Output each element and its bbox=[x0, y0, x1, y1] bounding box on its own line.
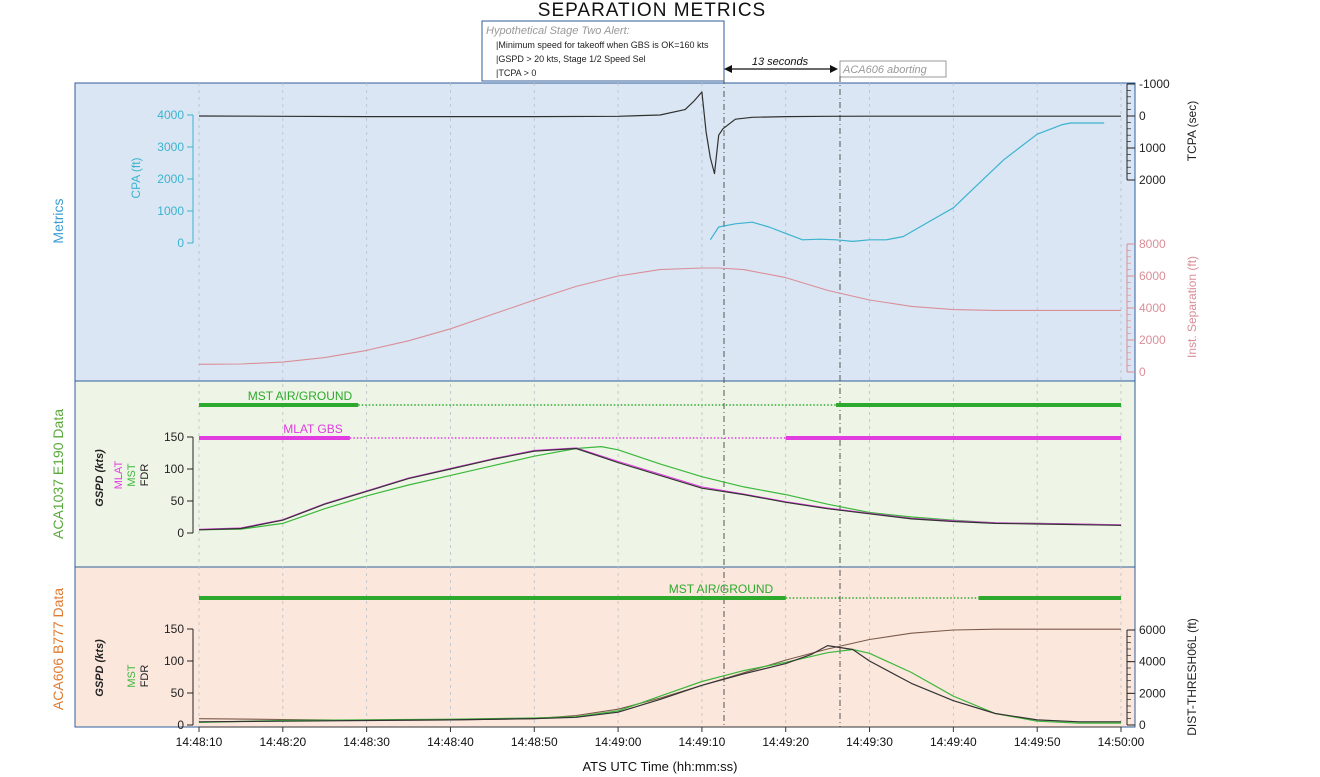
axis-tick-label: -1000 bbox=[1139, 77, 1170, 91]
aca606-mst-legend: MST bbox=[126, 664, 138, 688]
axis-tick-label: 0 bbox=[177, 236, 184, 250]
aca1037-gspd-label: GSPD (kts) bbox=[94, 449, 106, 507]
axis-tick-label: 6000 bbox=[1139, 623, 1166, 637]
time-tick-label: 14:48:20 bbox=[259, 735, 306, 749]
axis-tick-label: 2000 bbox=[1139, 686, 1166, 700]
alert-title: Hypothetical Stage Two Alert: bbox=[486, 25, 630, 37]
time-tick-label: 14:48:10 bbox=[176, 735, 223, 749]
aca606-panel bbox=[74, 566, 1136, 728]
time-tick-label: 14:49:40 bbox=[930, 735, 977, 749]
aca1037-panel-label: ACA1037 E190 Data bbox=[50, 409, 66, 539]
time-tick-label: 14:50:00 bbox=[1098, 735, 1145, 749]
aca606-gspd-axis: 0 50 100 150 bbox=[164, 622, 194, 732]
axis-tick-label: 1000 bbox=[157, 204, 184, 218]
axis-tick-label: 8000 bbox=[1139, 237, 1166, 251]
aca606-fdr-legend: FDR bbox=[139, 665, 151, 688]
metrics-panel-label: Metrics bbox=[50, 198, 66, 243]
aca606-panel-label: ACA606 B777 Data bbox=[50, 588, 66, 710]
aca1037-panel bbox=[74, 380, 1136, 568]
alert-box: Hypothetical Stage Two Alert: |Minimum s… bbox=[481, 20, 725, 82]
time-tick-label: 14:48:40 bbox=[427, 735, 474, 749]
axis-tick-label: 100 bbox=[164, 462, 184, 476]
aca1037-gspd-axis: 0 50 100 150 bbox=[164, 430, 194, 540]
tcpa-axis-label: TCPA (sec) bbox=[1185, 101, 1199, 161]
axis-tick-label: 150 bbox=[164, 430, 184, 444]
interval-annotation: 13 seconds bbox=[724, 56, 838, 73]
axis-tick-label: 0 bbox=[177, 718, 184, 732]
axis-tick-label: 0 bbox=[1139, 718, 1146, 732]
abort-label: ACA606 aborting bbox=[842, 64, 928, 76]
time-tick-label: 14:48:50 bbox=[511, 735, 558, 749]
cpa-axis: 0 1000 2000 3000 4000 bbox=[157, 108, 194, 250]
axis-tick-label: 2000 bbox=[1139, 173, 1166, 187]
separation-series-line bbox=[198, 267, 1121, 365]
axis-tick-label: 4000 bbox=[1139, 655, 1166, 669]
alert-line-3: |TCPA > 0 bbox=[496, 68, 536, 78]
aca1037-air-ground-bar-label: MST AIR/GROUND bbox=[248, 389, 353, 403]
axis-tick-label: 4000 bbox=[157, 108, 184, 122]
axis-tick-label: 4000 bbox=[1139, 301, 1166, 315]
axis-tick-label: 3000 bbox=[157, 140, 184, 154]
tcpa-axis: -1000 0 1000 2000 bbox=[1126, 77, 1170, 187]
axis-tick-label: 1000 bbox=[1139, 141, 1166, 155]
aca1037-mlat-legend: MLAT bbox=[113, 460, 125, 489]
time-tick-label: 14:49:10 bbox=[679, 735, 726, 749]
event-lines bbox=[723, 76, 841, 727]
axis-tick-label: 0 bbox=[1139, 365, 1146, 379]
x-axis-label: ATS UTC Time (hh:mm:ss) bbox=[582, 759, 737, 774]
cpa-axis-label: CPA (ft) bbox=[129, 157, 143, 198]
axis-tick-label: 50 bbox=[171, 686, 185, 700]
tcpa-series-line bbox=[198, 91, 1121, 175]
abort-annotation: ACA606 aborting bbox=[839, 60, 947, 78]
time-tick-label: 14:48:30 bbox=[343, 735, 390, 749]
time-tick-label: 14:49:30 bbox=[846, 735, 893, 749]
aca606-fdr-series-line bbox=[198, 645, 1121, 723]
alert-line-1: |Minimum speed for takeoff when GBS is O… bbox=[496, 40, 709, 50]
axis-tick-label: 2000 bbox=[1139, 333, 1166, 347]
time-tick-label: 14:49:00 bbox=[595, 735, 642, 749]
axis-tick-label: 0 bbox=[177, 526, 184, 540]
aca1037-mlat-gbs-bar-label: MLAT GBS bbox=[283, 422, 343, 436]
status-bars: MST AIR/GROUND MLAT GBS MST AIR/GROUND bbox=[199, 389, 1121, 600]
aca606-gspd-label: GSPD (kts) bbox=[94, 639, 106, 697]
alert-line-2: |GSPD > 20 kts, Stage 1/2 Speed Sel bbox=[496, 54, 646, 64]
axis-tick-label: 100 bbox=[164, 654, 184, 668]
aca1037-fdr-legend: FDR bbox=[139, 464, 151, 487]
axis-tick-label: 0 bbox=[1139, 109, 1146, 123]
separation-axis: 0 2000 4000 6000 8000 bbox=[1126, 237, 1166, 379]
time-tick-label: 14:49:20 bbox=[762, 735, 809, 749]
separation-axis-label: Inst. Separation (ft) bbox=[1185, 256, 1199, 358]
dist-axis-label: DIST-THRESH06L (ft) bbox=[1185, 618, 1199, 736]
interval-label: 13 seconds bbox=[752, 56, 809, 68]
axis-tick-label: 50 bbox=[171, 494, 185, 508]
time-axis: 14:48:10 14:48:20 14:48:30 14:48:40 14:48:50… bbox=[176, 726, 1145, 749]
aca1037-fdr-series-line bbox=[198, 447, 1122, 531]
aca606-air-ground-bar-label: MST AIR/GROUND bbox=[669, 582, 774, 596]
axis-tick-label: 6000 bbox=[1139, 269, 1166, 283]
chart-series bbox=[198, 91, 1122, 724]
axis-tick-label: 150 bbox=[164, 622, 184, 636]
time-tick-label: 14:49:50 bbox=[1014, 735, 1061, 749]
aca1037-mst-legend: MST bbox=[126, 463, 138, 487]
cpa-series-line bbox=[709, 122, 1105, 242]
figure-title: SEPARATION METRICS bbox=[538, 0, 766, 21]
aca606-mst-series-line bbox=[198, 648, 1121, 724]
dist-axis: 0 2000 4000 6000 bbox=[1126, 623, 1166, 732]
metrics-panel bbox=[74, 82, 1136, 382]
axis-tick-label: 2000 bbox=[157, 172, 184, 186]
